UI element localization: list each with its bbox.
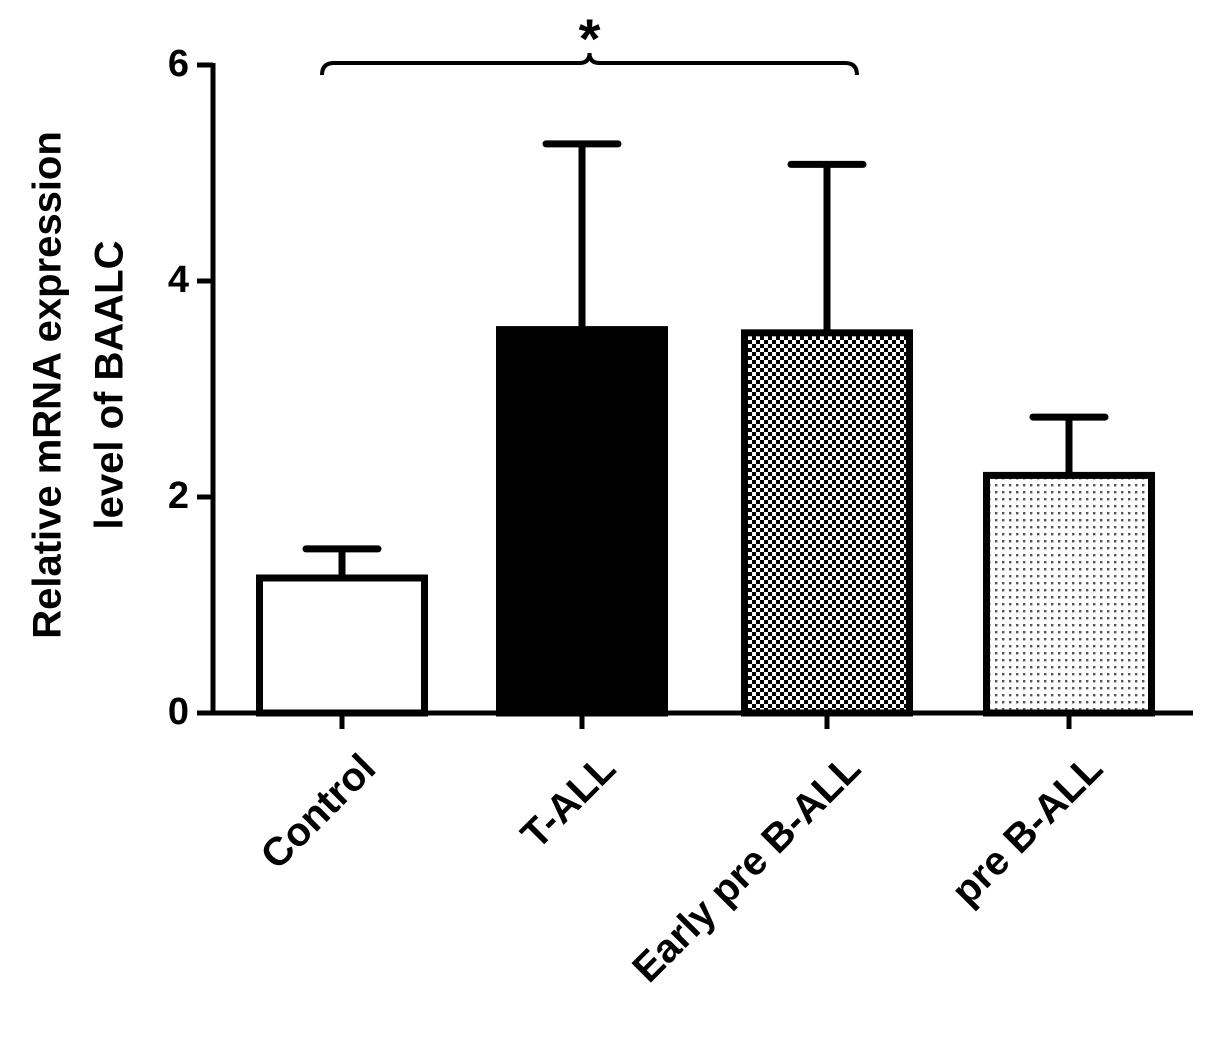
x-tick-label: T-ALL xyxy=(513,746,624,857)
x-tick-label: Control xyxy=(253,746,385,878)
significance-bracket-line xyxy=(320,52,859,76)
y-tick-label: 0 xyxy=(168,691,189,733)
bar-control xyxy=(256,574,428,717)
y-tick-label: 4 xyxy=(168,259,189,301)
x-tick-label: Early pre B-ALL xyxy=(624,746,869,991)
x-tick-label: pre B-ALL xyxy=(943,746,1111,914)
significance-label: * xyxy=(579,7,601,70)
y-tick-label: 6 xyxy=(168,43,189,85)
bar-t-all xyxy=(496,326,668,717)
y-tick-label: 2 xyxy=(168,475,189,517)
bars xyxy=(256,140,1155,717)
bar-early-pre-b-all xyxy=(741,329,913,717)
y-axis-label: Relative mRNA expression level of BAALC xyxy=(26,131,132,639)
bar-pre-b-all xyxy=(983,471,1155,717)
y-axis-label-line: level of BAALC xyxy=(88,241,132,530)
y-axis-label-line: Relative mRNA expression xyxy=(26,131,70,639)
significance-bracket: * xyxy=(320,7,859,76)
